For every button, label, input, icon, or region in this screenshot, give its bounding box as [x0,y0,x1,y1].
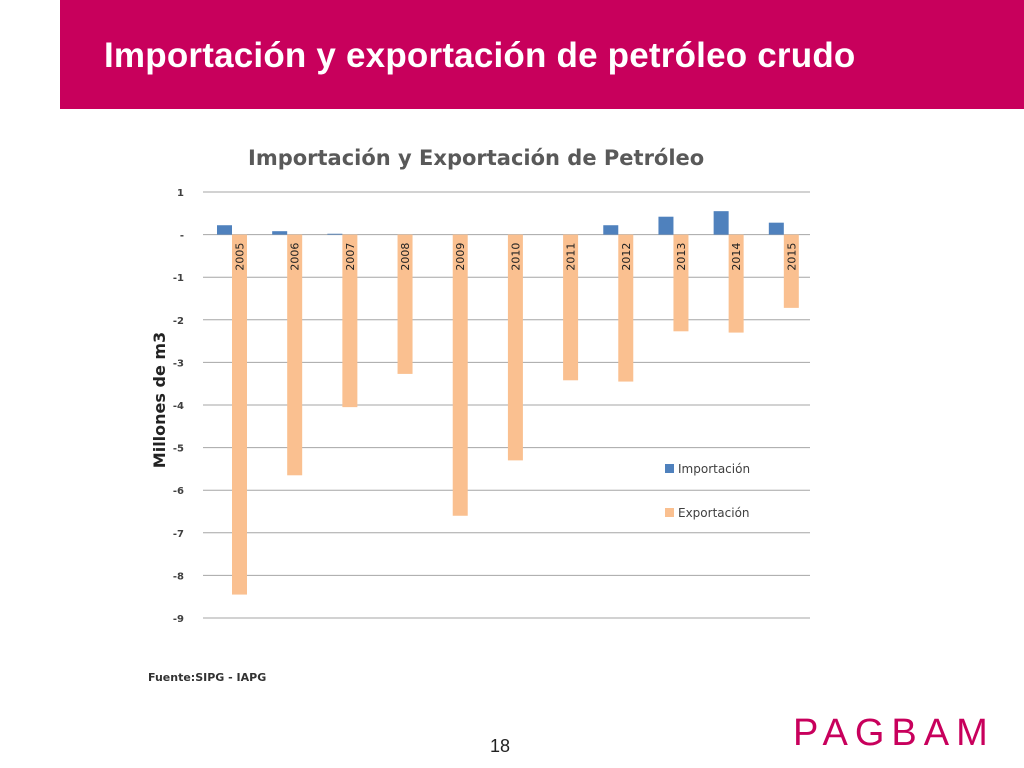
bar-exportacion-2011 [563,234,579,381]
bar-exportacion-2006 [287,234,303,476]
bar-exportacion-2005 [232,234,247,595]
x-axis-tick-labels: 2005 2006 2007 2008 2009 2010 2011 2012 2013 2014… [234,243,799,271]
chart-legend: Importación Exportación [665,462,750,520]
chart-title: Importación y Exportación de Petróleo [248,146,704,170]
legend-swatch-exportacion [665,508,674,517]
x-tick-label: 2007 [344,243,357,271]
y-tick-label: -2 [173,316,184,327]
chart-source: Fuente:SIPG - IAPG [148,671,266,684]
x-tick-label: 2009 [454,243,467,271]
y-tick-label: -3 [173,358,184,369]
x-tick-label: 2006 [289,243,302,271]
y-tick-label: -5 [173,444,184,455]
chart-bars [217,211,799,595]
bar-importacion-2012 [603,225,619,235]
chart-grid [203,191,810,619]
y-tick-label: -7 [173,529,184,540]
x-tick-label: 2010 [509,243,522,271]
slide-header: Importación y exportación de petróleo cr… [60,0,1024,109]
bar-importacion-2014 [713,211,729,235]
bar-importacion-2006 [272,231,288,235]
x-tick-label: 2014 [730,243,743,271]
x-tick-label: 2013 [675,243,688,271]
bar-importacion-2007 [327,233,343,235]
y-tick-label: - [180,231,184,242]
y-axis-tick-labels: 1 - -1 -2 -3 -4 -5 -6 -7 -8 -9 [173,188,184,625]
x-tick-label: 2012 [620,243,633,271]
y-tick-label: -6 [173,486,184,497]
bar-exportacion-2010 [507,234,523,461]
bar-importacion-2013 [658,216,674,235]
x-tick-label: 2011 [565,243,578,271]
bar-exportacion-2007 [342,234,358,408]
bar-importacion-2015 [768,222,784,235]
x-tick-label: 2008 [399,243,412,271]
y-tick-label: 1 [177,188,184,199]
bar-exportacion-2009 [452,234,468,516]
bar-exportacion-2008 [397,234,413,374]
brand-logo: PAGBAM [793,712,995,754]
bar-exportacion-2014 [728,234,744,333]
slide-title: Importación y exportación de petróleo cr… [104,36,856,75]
page-number: 18 [490,736,511,756]
y-tick-label: -9 [173,614,184,625]
x-tick-label: 2005 [234,243,247,271]
x-tick-label: 2015 [785,243,798,271]
bar-exportacion-2013 [673,234,689,332]
y-tick-label: -1 [173,273,184,284]
bar-importacion-2005 [217,225,232,235]
y-tick-label: -8 [173,571,184,582]
bar-exportacion-2015 [783,234,799,308]
y-tick-label: -4 [173,401,184,412]
bar-exportacion-2012 [618,234,634,382]
legend-label-importacion: Importación [678,462,750,476]
y-axis-label: Millones de m3 [150,332,169,468]
legend-swatch-importacion [665,464,674,473]
legend-label-exportacion: Exportación [678,506,750,520]
